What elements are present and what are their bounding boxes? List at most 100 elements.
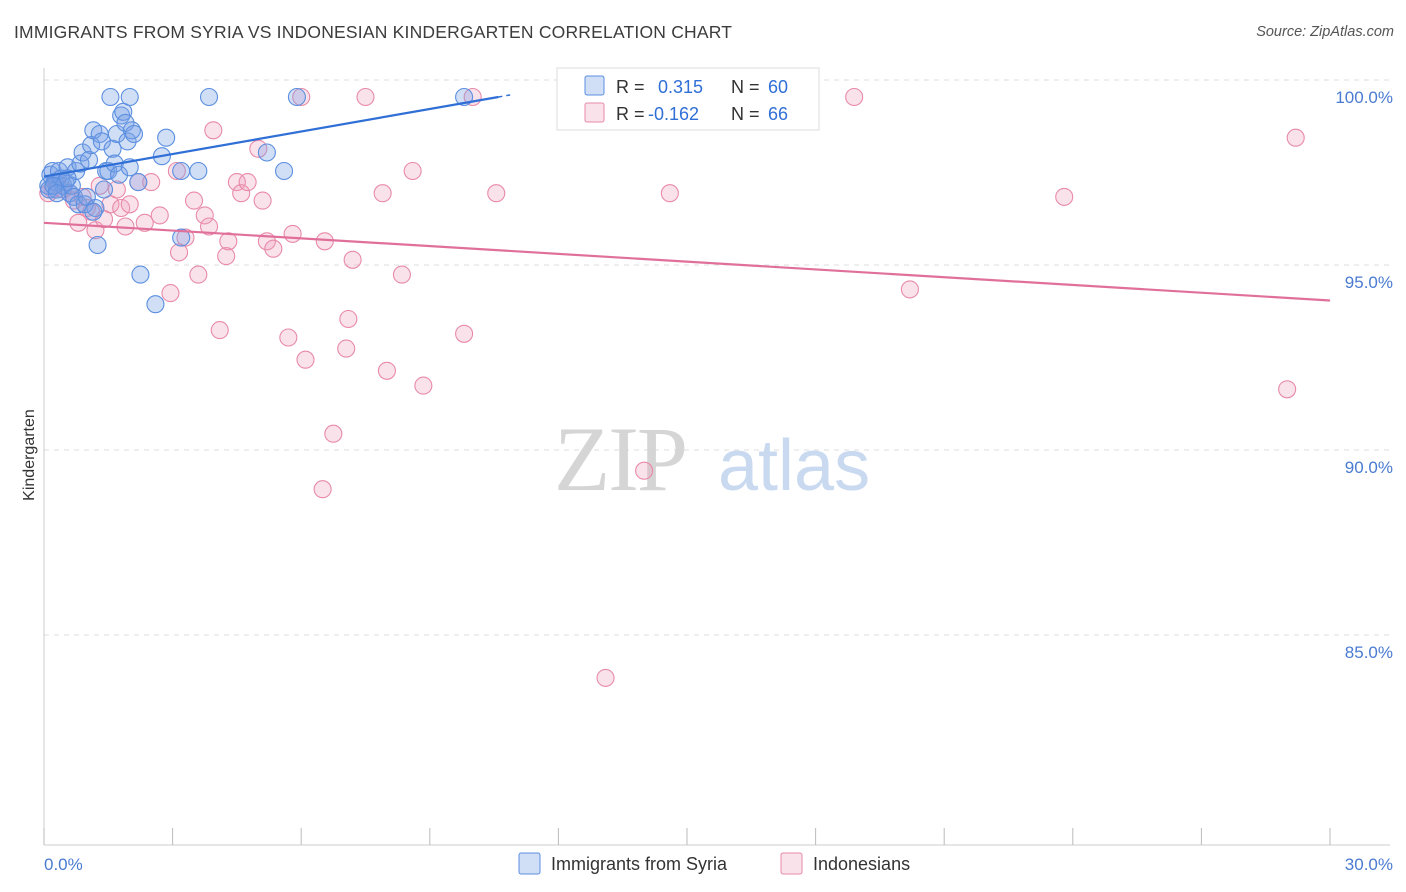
legend-n-value-1: 60 <box>768 77 788 97</box>
legend-swatch-syria <box>584 75 605 96</box>
source-label: Source: ZipAtlas.com <box>1256 24 1394 40</box>
indonesians-point <box>227 173 246 192</box>
syria-point <box>275 161 294 181</box>
indonesians-point <box>238 173 257 192</box>
watermark: ZIP atlas <box>554 408 870 510</box>
indonesians-point <box>315 232 334 251</box>
syria-point <box>189 161 208 181</box>
indonesians-point <box>487 184 506 203</box>
chart-title: IMMIGRANTS FROM SYRIA VS INDONESIAN KIND… <box>14 22 733 42</box>
syria-point <box>101 87 120 107</box>
indonesians-point <box>150 206 169 225</box>
syria-point <box>172 161 191 181</box>
indonesians-point <box>217 247 236 266</box>
trend-lines <box>43 94 1331 302</box>
axes <box>43 68 1390 846</box>
indonesians-point <box>161 284 180 303</box>
watermark-atlas: atlas <box>718 426 870 506</box>
indonesians-point <box>455 324 474 343</box>
syria-point <box>199 87 219 107</box>
x-tick-label-max: 30.0% <box>1345 855 1393 874</box>
syria-point <box>79 150 99 169</box>
bottom-legend-syria: Immigrants from Syria <box>551 854 728 874</box>
y-tick-label: 100.0% <box>1335 88 1393 107</box>
indonesians-point <box>373 184 392 203</box>
indonesians-trend-line <box>43 221 1331 302</box>
syria-point <box>146 295 165 314</box>
legend-r-value-2: -0.162 <box>648 104 699 124</box>
syria-point <box>109 165 129 184</box>
indonesians-point <box>69 213 88 232</box>
indonesians-point <box>296 350 315 369</box>
indonesians-point <box>356 87 375 107</box>
syria-point <box>257 143 276 162</box>
syria-point <box>103 139 122 158</box>
indonesians-point <box>199 217 219 236</box>
indonesians-point <box>900 280 919 299</box>
syria-trend-line <box>43 95 499 178</box>
legend: R = 0.315 N = 60 R = -0.162 N = 66 <box>556 67 820 131</box>
legend-swatch-indonesians <box>584 102 605 123</box>
indonesians-point <box>167 161 186 181</box>
legend-box <box>556 67 820 131</box>
legend-r-label-2: R = <box>616 104 645 124</box>
bottom-legend-swatch-indonesians <box>780 852 803 875</box>
syria-point <box>287 87 306 107</box>
indonesians-point <box>660 184 679 203</box>
y-axis-label: Kindergarten <box>21 409 38 501</box>
indonesians-point <box>1055 187 1074 206</box>
indonesians-point <box>313 480 332 499</box>
indonesians-point <box>253 191 272 210</box>
indonesians-point <box>343 250 362 269</box>
indonesians-point <box>279 328 298 347</box>
grid-lines <box>44 79 1390 636</box>
syria-point <box>118 132 137 151</box>
indonesians-point <box>596 668 615 687</box>
indonesians-point <box>264 239 283 258</box>
syria-point <box>120 87 139 107</box>
syria-point <box>94 180 114 199</box>
indonesians-point <box>176 228 195 247</box>
y-tick-labels: 85.0% 90.0% 95.0% 100.0% <box>1335 88 1393 662</box>
x-tick-label-min: 0.0% <box>44 855 83 874</box>
indonesians-point <box>135 213 154 232</box>
indonesians-point <box>1278 380 1297 399</box>
y-tick-label: 95.0% <box>1345 273 1393 292</box>
indonesians-point <box>232 184 251 203</box>
indonesians-point <box>219 232 238 251</box>
syria-point <box>124 124 144 144</box>
syria-point <box>84 202 103 221</box>
watermark-zip: ZIP <box>554 408 686 510</box>
indonesians-point <box>1286 128 1305 147</box>
indonesians-point <box>414 376 433 395</box>
syria-point <box>88 235 107 255</box>
indonesians-point <box>337 339 356 358</box>
indonesians-point <box>107 180 126 199</box>
legend-n-value-2: 66 <box>768 104 788 124</box>
indonesians-point <box>210 321 229 340</box>
syria-point <box>131 265 150 284</box>
indonesians-point <box>195 206 214 225</box>
indonesians-point <box>845 87 864 107</box>
legend-n-label-1: N = <box>731 77 760 97</box>
indonesians-point <box>204 121 223 140</box>
syria-point <box>172 228 191 247</box>
indonesians-point <box>403 161 422 181</box>
indonesians-point <box>392 265 411 284</box>
indonesians-point <box>184 191 204 210</box>
legend-r-value-1: 0.315 <box>658 77 703 97</box>
indonesians-point <box>142 173 161 192</box>
indonesians-point <box>324 424 343 443</box>
syria-point <box>157 128 176 147</box>
legend-n-label-2: N = <box>731 104 760 124</box>
bottom-legend: Immigrants from Syria Indonesians <box>518 852 910 875</box>
indonesians-point <box>283 224 302 243</box>
series-indonesians-points <box>39 87 1305 687</box>
syria-point <box>92 132 111 151</box>
indonesians-point <box>120 195 139 214</box>
indonesians-point <box>635 461 654 480</box>
indonesians-point <box>339 309 358 329</box>
bottom-legend-swatch-syria <box>518 852 541 875</box>
x-tick-labels: 0.0% 30.0% <box>44 855 1393 874</box>
